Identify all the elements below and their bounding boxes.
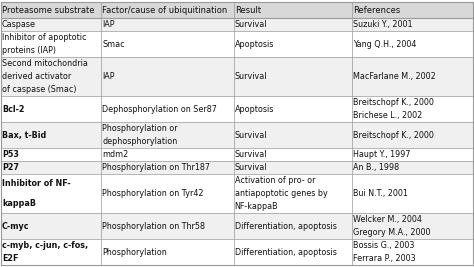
Text: Survival: Survival <box>235 163 267 172</box>
Text: Bcl-2: Bcl-2 <box>2 105 25 114</box>
Text: Bui N.T., 2001: Bui N.T., 2001 <box>353 189 408 198</box>
Text: Breitschopf K., 2000: Breitschopf K., 2000 <box>353 98 434 107</box>
Text: c-myb, c-jun, c-fos,: c-myb, c-jun, c-fos, <box>2 241 88 250</box>
Text: Differentiation, apoptosis: Differentiation, apoptosis <box>235 248 337 257</box>
Text: IAP: IAP <box>102 20 115 29</box>
Text: Yang Q.H., 2004: Yang Q.H., 2004 <box>353 40 416 49</box>
Bar <box>0 174 474 213</box>
Text: Bossis G., 2003: Bossis G., 2003 <box>353 241 414 250</box>
Text: Haupt Y., 1997: Haupt Y., 1997 <box>353 150 410 159</box>
Text: Differentiation, apoptosis: Differentiation, apoptosis <box>235 222 337 230</box>
Text: of caspase (Smac): of caspase (Smac) <box>2 85 76 94</box>
Text: proteins (IAP): proteins (IAP) <box>2 46 56 55</box>
Text: Ferrara P., 2003: Ferrara P., 2003 <box>353 254 416 263</box>
Text: An B., 1998: An B., 1998 <box>353 163 399 172</box>
Text: derived activator: derived activator <box>2 72 71 81</box>
Bar <box>0 161 474 174</box>
Text: P27: P27 <box>2 163 19 172</box>
Text: E2F: E2F <box>2 254 18 263</box>
Text: Phosphorylation or: Phosphorylation or <box>102 124 178 133</box>
Bar <box>0 57 474 96</box>
Text: dephosphorylation: dephosphorylation <box>102 137 177 146</box>
Text: Dephosphorylation on Ser87: Dephosphorylation on Ser87 <box>102 105 217 114</box>
Text: Phosphorylation on Tyr42: Phosphorylation on Tyr42 <box>102 189 204 198</box>
Bar <box>0 148 474 161</box>
Text: Bax, t-Bid: Bax, t-Bid <box>2 131 46 140</box>
Text: antiapoptotic genes by: antiapoptotic genes by <box>235 189 328 198</box>
Text: C-myc: C-myc <box>2 222 29 230</box>
Text: Apoptosis: Apoptosis <box>235 105 274 114</box>
Text: Suzuki Y., 2001: Suzuki Y., 2001 <box>353 20 412 29</box>
Text: Survival: Survival <box>235 20 267 29</box>
Bar <box>0 213 474 239</box>
Text: Phosphorylation on Thr187: Phosphorylation on Thr187 <box>102 163 210 172</box>
Bar <box>0 31 474 57</box>
Text: Brichese L., 2002: Brichese L., 2002 <box>353 111 422 120</box>
Text: Proteasome substrate: Proteasome substrate <box>2 6 94 15</box>
Text: Survival: Survival <box>235 150 267 159</box>
Text: Gregory M.A., 2000: Gregory M.A., 2000 <box>353 228 430 237</box>
Text: NF-kappaB: NF-kappaB <box>235 202 278 211</box>
Text: P53: P53 <box>2 150 19 159</box>
Text: Phosphorylation: Phosphorylation <box>102 248 167 257</box>
Text: Result: Result <box>235 6 261 15</box>
Text: mdm2: mdm2 <box>102 150 128 159</box>
Text: Welcker M., 2004: Welcker M., 2004 <box>353 215 422 224</box>
Text: IAP: IAP <box>102 72 115 81</box>
Bar <box>0 96 474 122</box>
Text: Phosphorylation on Thr58: Phosphorylation on Thr58 <box>102 222 205 230</box>
Text: Second mitochondria: Second mitochondria <box>2 59 88 68</box>
Bar <box>0 239 474 265</box>
Bar <box>0 18 474 31</box>
Text: Survival: Survival <box>235 72 267 81</box>
Bar <box>0 2 474 18</box>
Text: Smac: Smac <box>102 40 125 49</box>
Text: References: References <box>353 6 400 15</box>
Text: Activation of pro- or: Activation of pro- or <box>235 176 315 185</box>
Text: Factor/cause of ubiquitination: Factor/cause of ubiquitination <box>102 6 228 15</box>
Text: Inhibitor of NF-: Inhibitor of NF- <box>2 179 71 188</box>
Text: Survival: Survival <box>235 131 267 140</box>
Text: Apoptosis: Apoptosis <box>235 40 274 49</box>
Text: Caspase: Caspase <box>2 20 36 29</box>
Text: Inhibitor of apoptotic: Inhibitor of apoptotic <box>2 33 86 42</box>
Text: kappaB: kappaB <box>2 199 36 208</box>
Bar <box>0 122 474 148</box>
Text: Breitschopf K., 2000: Breitschopf K., 2000 <box>353 131 434 140</box>
Text: MacFarlane M., 2002: MacFarlane M., 2002 <box>353 72 436 81</box>
